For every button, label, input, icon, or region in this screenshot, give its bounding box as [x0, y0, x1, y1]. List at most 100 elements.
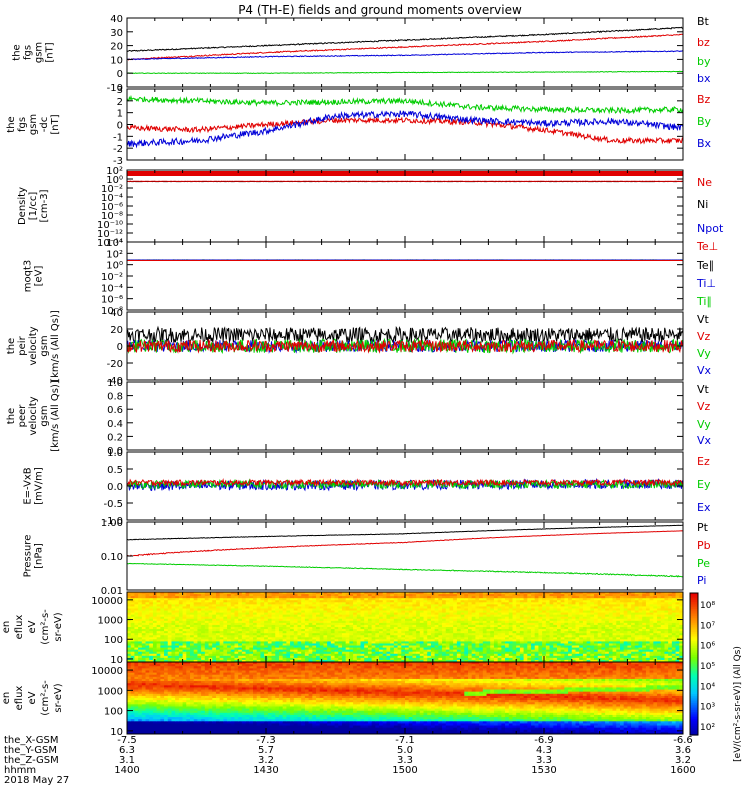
spectrogram-cell: [594, 641, 599, 645]
spectrogram-cell: [553, 651, 558, 655]
spectrogram-cell: [130, 659, 136, 662]
spectrogram-cell: [601, 616, 606, 620]
spectrogram-cell: [538, 631, 543, 634]
spectrogram-cell: [497, 655, 502, 659]
spectrogram-cell: [371, 655, 376, 659]
spectrogram-cell: [219, 629, 224, 632]
spectrogram-cell: [412, 631, 417, 634]
spectrogram-cell: [308, 649, 313, 653]
spectrogram-cell: [416, 641, 421, 645]
spectrogram-cell: [527, 592, 532, 595]
spectrogram-cell: [367, 627, 373, 630]
spectrogram-cell: [497, 639, 502, 643]
spectrogram-cell: [531, 633, 536, 636]
spectrogram-cell: [371, 610, 376, 614]
spectrogram-cell: [267, 643, 273, 647]
spectrogram-cell: [386, 624, 391, 628]
spectrogram-cell: [227, 639, 232, 643]
spectrogram-cell: [297, 631, 302, 634]
spectrogram-cell: [241, 618, 247, 622]
spectrogram-cell: [460, 657, 465, 661]
spectrogram-cell: [393, 659, 399, 662]
spectrogram-cell: [545, 651, 551, 655]
spectrogram-cell: [160, 645, 165, 649]
spectrogram-cell: [549, 592, 554, 595]
spectrogram-cell: [390, 622, 395, 626]
spectrogram-cell: [245, 653, 250, 657]
spectrogram-cell: [334, 604, 339, 608]
spectrogram-cell: [338, 639, 343, 643]
spectrogram-cell: [149, 618, 154, 622]
spectrogram-cell: [405, 612, 410, 616]
spectrogram-cell: [371, 637, 376, 640]
spectrogram-cell: [382, 600, 388, 603]
spectrogram-cell: [349, 627, 354, 630]
spectrogram-cell: [186, 602, 191, 605]
spectrogram-cell: [275, 647, 280, 651]
spectrogram-cell: [534, 620, 540, 624]
spectrogram-cell: [212, 659, 217, 662]
spectrogram-cell: [286, 614, 291, 618]
spectrogram-cell: [234, 629, 239, 632]
spectrogram-cell: [575, 622, 580, 626]
spectrogram-cell: [579, 651, 584, 655]
spectrogram-cell: [156, 653, 161, 657]
spectrogram-cell: [601, 631, 606, 634]
spectrogram-cell: [149, 606, 154, 610]
spectrogram-cell: [249, 631, 254, 634]
spectrogram-cell: [345, 620, 350, 624]
spectrogram-cell: [390, 645, 395, 649]
spectrogram-cell: [186, 616, 191, 620]
legend-Bz: Bz: [697, 93, 711, 106]
spectrogram-cell: [549, 645, 554, 649]
spectrogram-cell: [145, 616, 150, 620]
spectrogram-cell: [594, 600, 599, 603]
spectrogram-cell: [260, 598, 265, 601]
spectrogram-cell: [160, 633, 165, 636]
spectrogram-cell: [379, 631, 384, 634]
spectrogram-cell: [505, 651, 510, 655]
spectrogram-cell: [334, 633, 339, 636]
spectrogram-cell: [182, 600, 187, 603]
spectrogram-cell: [160, 643, 165, 647]
spectrogram-cell: [245, 598, 250, 601]
spectrogram-cell: [330, 612, 336, 616]
spectrogram-cell: [390, 614, 395, 618]
spectrogram-cell: [538, 655, 543, 659]
spectrogram-cell: [545, 624, 551, 628]
spectrogram-cell: [464, 604, 469, 608]
spectrogram-cell: [475, 631, 480, 634]
spectrogram-cell: [475, 643, 480, 647]
spectrogram-cell: [145, 627, 150, 630]
spectrogram-cell: [193, 649, 199, 653]
spectrogram-cell: [390, 598, 395, 601]
spectrogram-cell: [323, 637, 328, 640]
spectrogram-cell: [542, 598, 547, 601]
spectrogram-cell: [330, 602, 336, 605]
spectrogram-cell: [501, 643, 506, 647]
spectrogram-cell: [405, 616, 410, 620]
spectrogram-cell: [582, 643, 588, 647]
spectrogram-cell: [501, 602, 506, 605]
spectrogram-cell: [449, 631, 454, 634]
spectrogram-cell: [278, 598, 284, 601]
spectrogram-cell: [386, 616, 391, 620]
spectrogram-cell: [553, 657, 558, 661]
spectrogram-cell: [130, 651, 136, 655]
spectrogram-cell: [434, 655, 439, 659]
spectrogram-cell: [282, 598, 287, 601]
spectrogram-cell: [171, 604, 176, 608]
spectrogram-cell: [241, 602, 247, 605]
spectrogram-cell: [556, 592, 562, 595]
spectrogram-cell: [545, 655, 551, 659]
spectrogram-cell: [182, 655, 187, 659]
spectrogram-cell: [390, 592, 395, 595]
spectrogram-cell: [293, 647, 299, 651]
spectrogram-cell: [379, 614, 384, 618]
spectrogram-cell: [534, 600, 540, 603]
spectrogram-cell: [549, 635, 554, 638]
spectrogram-cell: [527, 643, 532, 647]
spectrogram-cell: [590, 616, 595, 620]
spectrogram-cell: [601, 622, 606, 626]
spectrogram-cell: [497, 643, 502, 647]
